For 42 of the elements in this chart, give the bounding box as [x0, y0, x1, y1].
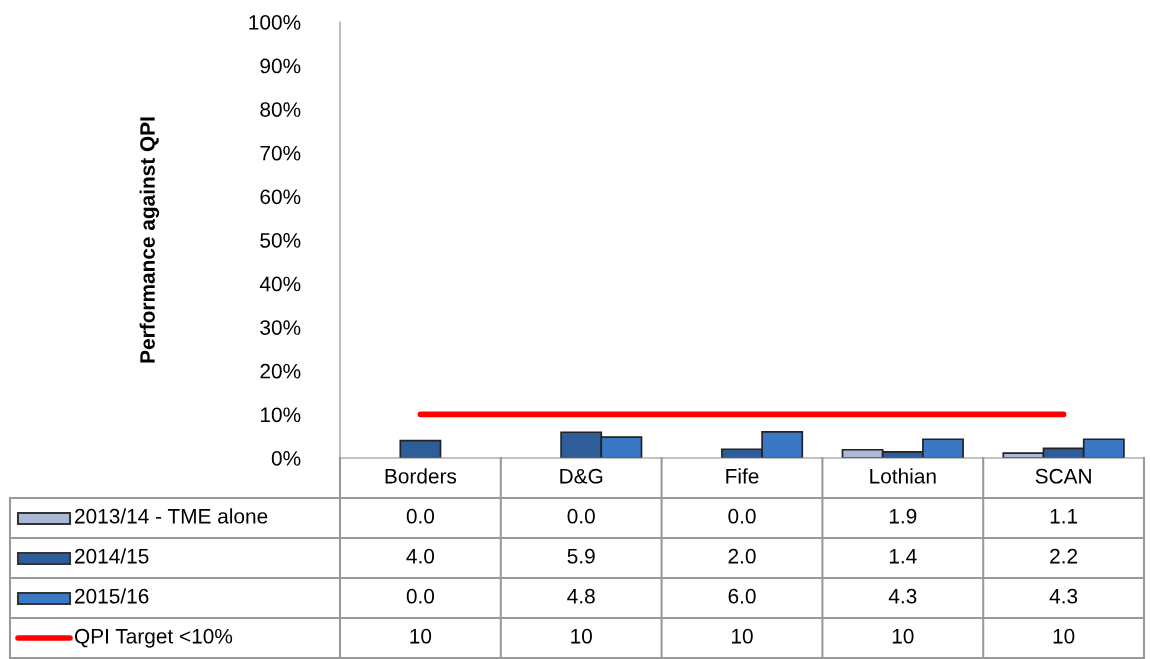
data-label: 1.1: [1050, 509, 1078, 524]
bar: [399, 439, 442, 458]
y-tick-label: 100%: [249, 15, 301, 30]
data-label: 0.0: [567, 508, 595, 524]
y-tick-label: 80%: [260, 102, 301, 117]
data-label: 0.0: [728, 508, 756, 524]
y-tick-label: 60%: [260, 189, 301, 205]
y-tick-label: 10%: [261, 407, 301, 423]
data-label: 10: [571, 628, 592, 644]
legend-label: 2014/15: [75, 548, 149, 564]
data-label: 5.9: [567, 548, 595, 564]
data-label: 4.3: [1049, 588, 1078, 604]
data-label: 10: [732, 628, 753, 644]
legend-label: 2013/14 - TME alone: [75, 508, 268, 524]
data-label: 2.0: [728, 548, 756, 564]
data-label: 10: [1053, 628, 1075, 644]
data-label: 4.8: [567, 588, 595, 604]
data-label: 1.9: [889, 508, 917, 524]
y-tick-label: 20%: [260, 363, 301, 379]
y-tick-label: 0%: [271, 451, 301, 466]
data-label: 10: [410, 628, 432, 644]
x-tick-label: Borders: [385, 468, 457, 484]
data-label: 10: [892, 628, 914, 644]
x-tick-label: D&G: [560, 468, 603, 484]
y-tick-label: 70%: [260, 145, 301, 161]
data-label: 0.0: [406, 508, 435, 524]
data-label: 6.0: [728, 588, 756, 604]
y-tick-label: 40%: [259, 276, 301, 292]
x-tick-label: SCAN: [1035, 468, 1091, 484]
y-tick-label: 30%: [260, 320, 301, 335]
y-axis-title: Performance against QPI: [139, 117, 160, 363]
legend-label: QPI Target <10%: [74, 628, 233, 648]
data-label: 4.0: [406, 548, 435, 564]
data-label: 4.3: [888, 588, 917, 604]
data-label: 0.0: [406, 588, 435, 604]
x-tick-label: Lothian: [870, 468, 936, 484]
legend-label: 2015/16: [75, 588, 149, 604]
data-label: 2.2: [1050, 548, 1078, 564]
y-tick-label: 90%: [260, 58, 301, 74]
y-tick-label: 50%: [260, 233, 301, 248]
x-tick-label: Fife: [726, 468, 759, 484]
data-label: 1.4: [889, 549, 917, 564]
